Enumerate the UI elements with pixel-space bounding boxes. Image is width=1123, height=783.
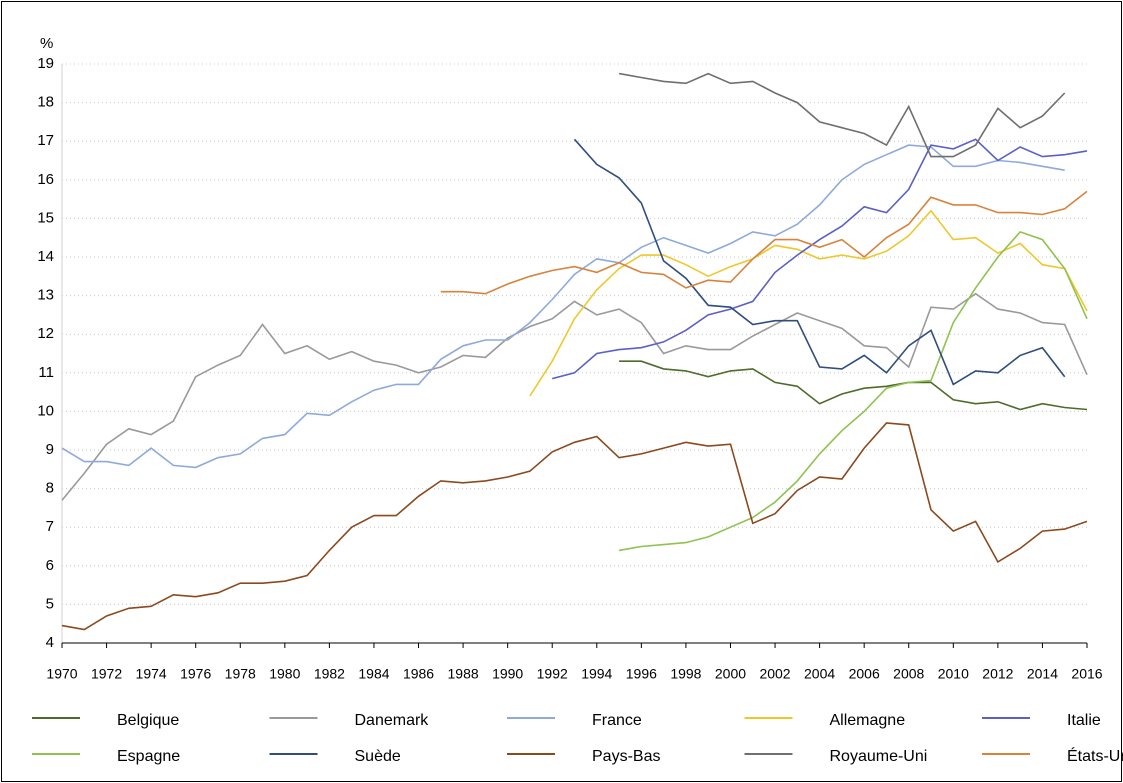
legend-label: Suède [355, 748, 401, 765]
x-tick-label: 2002 [759, 666, 790, 682]
x-tick-label: 1986 [403, 666, 434, 682]
legend-label: États-Unis [1067, 746, 1123, 765]
x-tick-label: 1990 [492, 666, 523, 682]
y-tick-label: 16 [37, 171, 54, 188]
legend-label: Royaume-Uni [830, 748, 928, 765]
legend-label: France [592, 712, 642, 729]
x-tick-label: 1982 [314, 666, 345, 682]
series-line [440, 190, 1088, 295]
x-tick-label: 1998 [670, 666, 701, 682]
x-tick-label: 1978 [225, 666, 256, 682]
series-line [618, 230, 1088, 552]
legend-label: Danemark [355, 712, 430, 729]
y-tick-label: 14 [37, 248, 54, 265]
y-tick-label: 12 [37, 325, 54, 342]
y-axis-label: % [40, 35, 53, 52]
series-line [529, 209, 1088, 397]
x-tick-label: 2004 [804, 666, 835, 682]
y-tick-label: 17 [37, 132, 54, 149]
y-tick-label: 9 [46, 441, 54, 458]
y-tick-label: 19 [37, 55, 54, 72]
x-tick-label: 1980 [269, 666, 300, 682]
x-tick-label: 2010 [938, 666, 969, 682]
y-tick-label: 4 [46, 634, 54, 651]
x-tick-label: 2014 [1027, 666, 1058, 682]
series-line [619, 360, 1088, 411]
y-tick-label: 15 [37, 209, 54, 226]
x-tick-label: 1992 [537, 666, 568, 682]
x-tick-label: 2012 [982, 666, 1013, 682]
y-tick-label: 18 [37, 94, 54, 111]
x-tick-label: 1976 [180, 666, 211, 682]
x-tick-label: 2000 [715, 666, 746, 682]
y-tick-label: 8 [46, 480, 54, 497]
series-line [61, 144, 1065, 469]
series-line [61, 422, 1088, 631]
series-line [618, 72, 1066, 158]
x-tick-label: 2006 [849, 666, 880, 682]
legend-label: Allemagne [830, 712, 906, 729]
y-tick-label: 10 [37, 402, 54, 419]
y-tick-label: 7 [46, 518, 54, 535]
x-tick-label: 1988 [448, 666, 479, 682]
series-line [573, 138, 1066, 386]
y-tick-label: 5 [46, 595, 54, 612]
x-tick-label: 1972 [91, 666, 122, 682]
series-line [61, 292, 1088, 501]
legend-label: Espagne [117, 748, 180, 765]
y-tick-label: 13 [37, 287, 54, 304]
y-tick-label: 6 [46, 557, 54, 574]
legend-label: Italie [1067, 712, 1101, 729]
legend-label: Belgique [117, 712, 179, 729]
legend-label: Pays-Bas [592, 748, 660, 765]
x-tick-label: 1996 [626, 666, 657, 682]
x-tick-label: 2008 [893, 666, 924, 682]
series-line [551, 138, 1088, 380]
x-tick-label: 2016 [1071, 666, 1102, 682]
x-tick-label: 1994 [581, 666, 612, 682]
x-tick-label: 1974 [136, 666, 167, 682]
y-tick-label: 11 [38, 364, 54, 381]
x-tick-label: 1984 [358, 666, 389, 682]
x-tick-label: 1970 [46, 666, 77, 682]
